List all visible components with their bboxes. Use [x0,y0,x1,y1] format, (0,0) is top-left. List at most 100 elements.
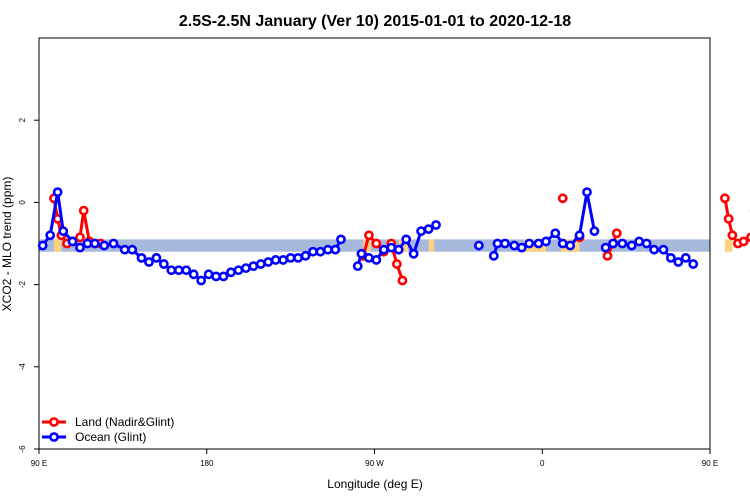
data-point [602,250,613,261]
data-point [127,244,138,255]
data-point [688,259,699,269]
data-point [634,236,645,247]
y-axis-label: XCO2 - MLO trend (ppm) [0,177,14,312]
data-point [45,230,56,241]
data-point [82,238,93,249]
data-point [617,238,628,249]
data-point [649,244,659,255]
series-ocean [37,187,699,286]
legend: Land (Nadir&Glint)Ocean (Glint) [42,415,174,444]
data-point [516,242,527,253]
data-point [119,244,130,255]
data-point [75,242,85,253]
data-point [336,234,346,245]
data-point [557,193,568,204]
data-point [391,259,402,269]
data-point [108,238,119,249]
data-point [203,269,214,280]
data-point [78,205,89,216]
legend-label: Ocean (Glint) [75,430,146,444]
data-point [589,226,600,237]
chart-title: 2.5S-2.5N January (Ver 10) 2015-01-01 to… [179,13,571,30]
data-point [371,238,382,249]
data-point [263,257,274,267]
data-point [723,213,734,224]
x-tick-label: 90 W [365,459,384,468]
data-point [378,244,389,255]
data-point [423,224,434,235]
data-point [158,259,169,269]
data-point [323,244,333,255]
data-point [608,238,618,249]
legend-marker [49,432,59,442]
y-tick-label: -4 [18,363,27,371]
data-point [416,226,426,237]
data-point [166,265,177,276]
data-point [658,244,669,255]
data-point [582,187,592,198]
legend-marker [49,417,59,427]
data-point [144,257,154,267]
data-point [727,230,738,241]
data-point [533,238,544,249]
legend-label: Land (Nadir&Glint) [75,415,174,429]
data-point [600,242,611,253]
data-point [541,236,551,247]
data-point [37,240,48,251]
data-point [75,232,85,243]
data-point [550,228,561,239]
data-point [52,187,63,198]
data-point [509,240,520,251]
data-point [473,240,484,251]
data-point [136,252,147,263]
data-point [308,246,318,257]
x-tick-label: 0 [540,459,545,468]
band-highlight [428,239,435,252]
data-point [188,269,199,280]
data-point [285,252,296,263]
data-point [364,252,374,263]
x-tick-label: 90 E [702,459,718,468]
data-point [397,275,408,286]
data-point [293,252,303,263]
data-point [408,248,419,259]
data-point [181,265,192,276]
data-point [173,265,184,276]
y-tick-label: -6 [18,445,27,453]
data-point [330,244,341,255]
data-point [680,252,691,263]
data-point [557,238,568,249]
data-point [240,263,251,274]
series-layer [37,187,750,286]
y-tick-label: -2 [18,280,27,288]
data-point [315,246,326,257]
data-point [255,259,266,269]
data-point [58,226,69,237]
x-tick-label: 180 [200,459,214,468]
data-point [500,238,510,249]
data-point [99,240,110,251]
x-tick-label: 90 E [31,459,47,468]
data-point [364,230,374,241]
data-point [67,236,78,247]
data-point [524,238,535,249]
data-point [641,238,652,249]
band-highlight [53,239,62,252]
y-axis: -6 -4 -2 0 2 [18,117,39,453]
data-point [226,267,236,278]
data-point [401,234,412,245]
data-point [565,240,576,251]
data-point [371,255,382,265]
data-point [488,250,499,261]
data-point [151,252,162,263]
data-point [492,238,503,249]
data-point [720,193,730,204]
data-point [393,244,404,255]
y-tick-label: 0 [18,200,27,205]
data-point [626,240,637,251]
data-point [218,271,229,282]
data-point [211,271,221,282]
band-highlight [724,239,733,252]
data-point [233,265,244,276]
x-axis: 90 E 180 90 W 0 90 E [31,449,718,468]
